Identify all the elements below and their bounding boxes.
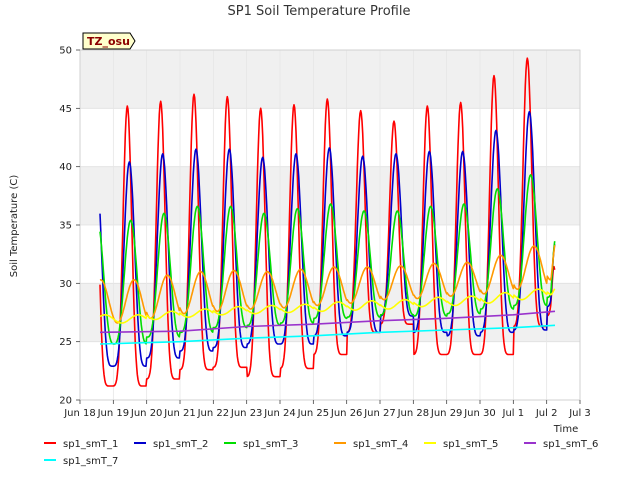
legend-label-sp1_smT_5: sp1_smT_5 xyxy=(443,439,498,450)
legend-label-sp1_smT_1: sp1_smT_1 xyxy=(63,439,118,450)
x-tick-label-7: Jun 25 xyxy=(297,408,330,419)
legend-item-sp1_smT_3: sp1_smT_3 xyxy=(224,439,298,450)
y-tick-label-35: 35 xyxy=(59,221,72,232)
legend: sp1_smT_1 sp1_smT_2 sp1_smT_3 sp1_smT_4 sp1_… xyxy=(44,439,598,467)
series-sp1_smT_5 xyxy=(99,288,556,324)
x-tick-label-14: Jul 2 xyxy=(535,408,558,419)
x-tick-label-12: Jun 30 xyxy=(463,408,496,419)
chart-title: SP1 Soil Temperature Profile xyxy=(228,4,411,19)
x-tick-label-0: Jun 18 xyxy=(63,408,96,419)
band-45-50 xyxy=(80,50,580,109)
x-tick-label-15: Jul 3 xyxy=(568,408,591,419)
series-sp1_smT_2 xyxy=(99,111,556,367)
legend-label-sp1_smT_4: sp1_smT_4 xyxy=(353,439,408,450)
y-tick-label-45: 45 xyxy=(59,104,72,115)
x-tick-label-10: Jun 28 xyxy=(397,408,430,419)
legend-item-sp1_smT_1: sp1_smT_1 xyxy=(44,439,118,450)
x-tick-label-5: Jun 23 xyxy=(230,408,263,419)
legend-item-sp1_smT_5: sp1_smT_5 xyxy=(424,439,498,450)
y-tick-label-50: 50 xyxy=(59,46,72,57)
y-tick-label-30: 30 xyxy=(59,279,72,290)
x-tick-label-4: Jun 22 xyxy=(197,408,230,419)
band-35-40 xyxy=(80,166,580,225)
legend-item-sp1_smT_7: sp1_smT_7 xyxy=(44,456,118,467)
badge-shape xyxy=(82,32,136,50)
legend-label-sp1_smT_2: sp1_smT_2 xyxy=(153,439,208,450)
x-tick-label-1: Jun 19 xyxy=(97,408,130,419)
series-layer xyxy=(99,57,556,387)
series-sp1_smT_3 xyxy=(99,174,556,345)
x-tick-label-8: Jun 26 xyxy=(330,408,363,419)
x-tick-label-9: Jun 27 xyxy=(363,408,396,419)
y-tick-label-25: 25 xyxy=(59,337,72,348)
legend-label-sp1_smT_7: sp1_smT_7 xyxy=(63,456,118,467)
x-tick-label-6: Jun 24 xyxy=(263,408,296,419)
y-tick-label-40: 40 xyxy=(59,162,72,173)
series-sp1_smT_1 xyxy=(99,57,556,387)
x-axis-label: Time xyxy=(553,424,578,435)
timezone-badge: TZ_osu xyxy=(82,32,136,50)
legend-item-sp1_smT_6: sp1_smT_6 xyxy=(524,439,598,450)
legend-item-sp1_smT_2: sp1_smT_2 xyxy=(134,439,208,450)
badge-label: TZ_osu xyxy=(87,35,130,48)
legend-label-sp1_smT_3: sp1_smT_3 xyxy=(243,439,298,450)
x-tick-label-11: Jun 29 xyxy=(430,408,463,419)
x-tick-label-13: Jul 1 xyxy=(502,408,525,419)
x-tick-label-2: Jun 20 xyxy=(130,408,163,419)
series-sp1_smT_6 xyxy=(99,310,556,334)
y-axis-label: Soil Temperature (C) xyxy=(9,175,20,278)
x-tick-label-3: Jun 21 xyxy=(163,408,196,419)
legend-label-sp1_smT_6: sp1_smT_6 xyxy=(543,439,598,450)
series-sp1_smT_4 xyxy=(99,245,556,324)
y-tick-label-20: 20 xyxy=(59,396,72,407)
legend-item-sp1_smT_4: sp1_smT_4 xyxy=(334,439,408,450)
series-sp1_smT_7 xyxy=(99,324,556,345)
